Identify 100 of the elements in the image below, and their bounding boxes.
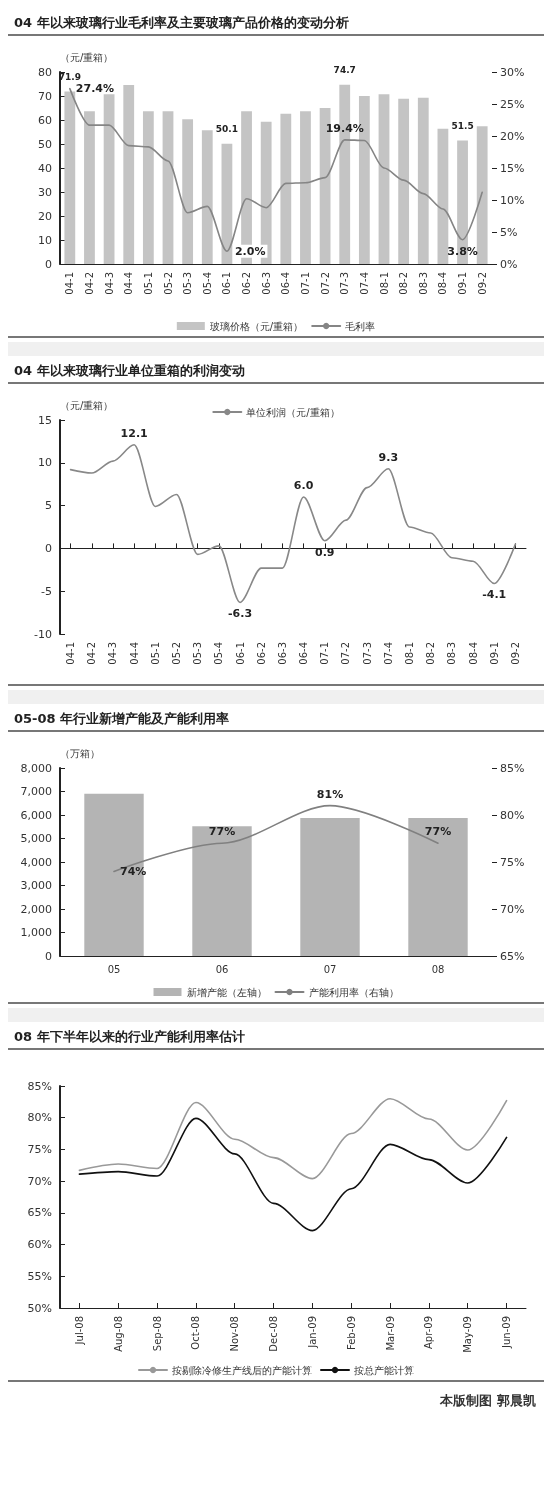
x-tick-label: 08-3 (417, 272, 429, 295)
x-tick-label: 07-3 (361, 642, 373, 665)
data-label: 77% (208, 825, 236, 839)
chart-title: 04 年以来玻璃行业单位重箱的利润变动 (8, 360, 544, 384)
y-axis-title: （元/重箱） (60, 51, 114, 63)
y-tick-label: 1,000 (20, 926, 52, 939)
x-tick-label: 08-1 (404, 642, 415, 665)
bar (103, 94, 115, 264)
y-tick-label: 0 (45, 949, 52, 963)
x-tick-label: 06-3 (276, 642, 288, 665)
text: 本版制图 郭晨凯 (439, 1392, 537, 1410)
bar (280, 113, 292, 264)
data-label: 81% (316, 787, 344, 801)
x-tick-label: Jul-08 (73, 1316, 85, 1346)
x-tick-label: Jun-09 (501, 1316, 513, 1349)
x-tick-label: 08-1 (378, 272, 390, 295)
bar (201, 130, 213, 264)
x-tick-label: 05-4 (213, 642, 225, 665)
y-tick-label: 55% (27, 1269, 52, 1283)
legend-label: 产能利用率（右轴） (308, 986, 399, 998)
bar (162, 111, 174, 264)
data-label: 77% (424, 825, 452, 839)
x-tick-label: 09-1 (457, 272, 469, 295)
data-label: 74% (120, 864, 147, 878)
y-tick-label: 6,000 (20, 808, 52, 822)
y-tick-label: 60% (27, 1238, 52, 1252)
x-tick-label: 04-2 (83, 272, 95, 295)
y2-tick-label: 20% (500, 129, 525, 143)
x-tick-label: 09-2 (509, 642, 521, 665)
x-tick-label: 07-1 (319, 642, 331, 665)
x-tick-label: 07-4 (382, 642, 394, 665)
y-tick-label: 85% (27, 1079, 52, 1093)
x-tick-label: Sep-08 (151, 1316, 163, 1352)
x-tick-label: 07 (323, 963, 337, 975)
data-label: 3.8% (447, 244, 478, 258)
y-tick-label: 40 (38, 161, 52, 175)
y-tick-label: -10 (34, 627, 52, 641)
data-label: 9.3 (378, 450, 399, 464)
bar (64, 91, 76, 264)
x-tick-label: 05 (107, 963, 121, 975)
data-label: 50.1 (215, 124, 239, 135)
x-tick-label: 07-3 (339, 272, 351, 295)
x-tick-label: May-09 (462, 1316, 474, 1353)
y-tick-label: 15 (38, 413, 52, 427)
y2-tick-label: 65% (500, 949, 525, 963)
y-axis-title: （元/重箱） (60, 399, 114, 411)
bar (417, 97, 429, 264)
x-tick-label: 04-2 (86, 642, 98, 665)
x-tick-label: 04-1 (65, 642, 77, 665)
x-tick-label: Feb-09 (345, 1316, 357, 1351)
x-tick-label: 04-3 (103, 272, 115, 295)
bar (182, 119, 194, 264)
data-label: 12.1 (120, 426, 148, 440)
x-tick-label: 07-2 (340, 642, 352, 665)
data-label: 27.4% (75, 82, 114, 96)
y-tick-label: 70% (27, 1174, 52, 1188)
x-tick-label: 07-4 (358, 272, 370, 295)
y-axis-title: （万箱） (60, 747, 100, 759)
data-label: 19.4% (325, 121, 364, 135)
y-tick-label: 8,000 (20, 761, 52, 775)
x-tick-label: 04-1 (64, 272, 76, 295)
x-tick-label: 09-2 (476, 272, 488, 295)
y-tick-label: 20 (38, 209, 52, 223)
y2-tick-label: 15% (500, 161, 525, 175)
y2-tick-label: 30% (500, 65, 525, 79)
x-tick-label: 05-1 (142, 272, 154, 295)
x-tick-label: 06-2 (255, 642, 267, 665)
legend-label: 毛利率 (345, 320, 376, 332)
y-tick-label: 80% (27, 1111, 52, 1125)
bar (398, 98, 410, 264)
x-tick-label: 06-1 (234, 642, 246, 665)
x-tick-label: 06-3 (260, 272, 272, 295)
y-tick-label: 4,000 (20, 855, 52, 869)
legend-label: 新增产能（左轴） (186, 986, 267, 998)
bar (221, 143, 233, 264)
x-tick-label: 04-4 (128, 642, 140, 665)
chart-title: 04 年以来玻璃行业毛利率及主要玻璃产品价格的变动分析 (8, 12, 544, 36)
y-tick-label: 75% (27, 1142, 52, 1156)
x-tick-label: 08-4 (467, 642, 479, 665)
data-label: 51.5 (451, 120, 474, 131)
data-label: 2.0% (234, 244, 266, 258)
legend-label: 单位利润（元/重箱） (246, 406, 340, 418)
x-tick-label: 06-2 (241, 272, 253, 295)
chart-title: 08 年下半年以来的行业产能利用率估计 (8, 1026, 544, 1050)
x-tick-label: 04-3 (107, 642, 119, 665)
y-tick-label: 10 (38, 233, 52, 247)
y2-tick-label: 10% (500, 193, 525, 207)
bar (142, 111, 154, 264)
y-tick-label: 30 (38, 185, 52, 199)
legend-label: 按总产能计算 (354, 1364, 414, 1376)
y2-tick-label: 80% (500, 808, 525, 822)
x-tick-label: 06 (215, 963, 229, 975)
y-tick-label: 7,000 (20, 785, 52, 798)
x-tick-label: 05-3 (182, 272, 194, 295)
x-tick-label: 08-3 (446, 642, 458, 665)
x-tick-label: Nov-08 (229, 1316, 241, 1352)
y-tick-label: 70 (38, 89, 52, 103)
x-tick-label: 04-4 (123, 272, 135, 295)
y2-tick-label: 75% (500, 855, 525, 869)
x-tick-label: 06-4 (280, 272, 292, 295)
